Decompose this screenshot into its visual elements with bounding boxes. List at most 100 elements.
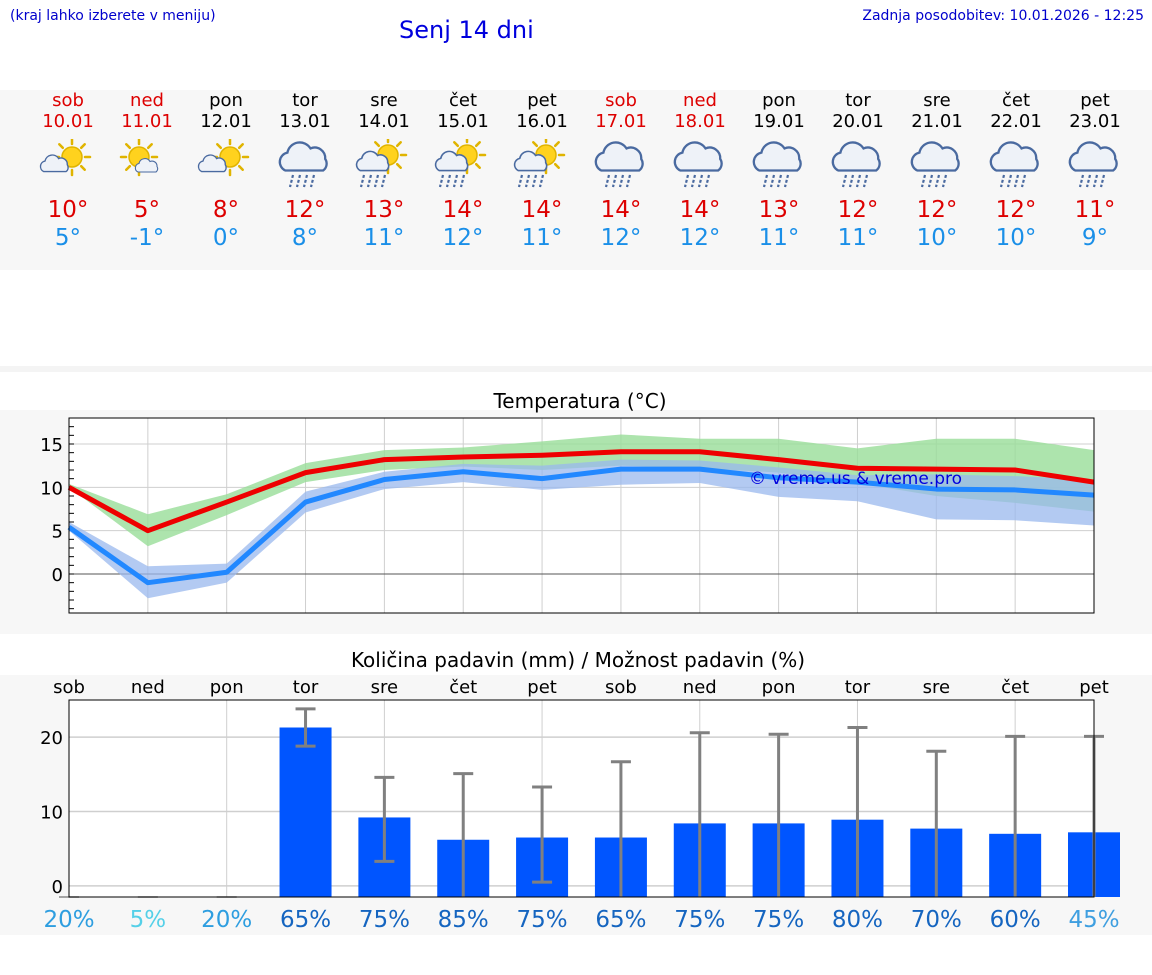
day-column: pon 12.01 8° 0° xyxy=(186,90,266,252)
precipitation-xtick-label: ned xyxy=(131,677,165,698)
temperature-ytick-label: 10 xyxy=(40,478,63,499)
min-temperature: -1° xyxy=(129,225,165,251)
day-name: tor xyxy=(292,90,318,111)
day-name: ned xyxy=(130,90,164,111)
precipitation-probability-label: 5% xyxy=(130,907,167,933)
rain-cloud-icon xyxy=(594,141,644,188)
max-temperature: 10° xyxy=(47,197,89,223)
precipitation-xtick-label: pet xyxy=(527,677,557,698)
precipitation-xtick-label: sre xyxy=(371,677,398,698)
rain-cloud-icon xyxy=(278,141,328,188)
precipitation-probability-label: 85% xyxy=(438,907,489,933)
day-column: čet 15.01 14° 12° xyxy=(423,90,503,252)
day-column: tor 13.01 12° 8° xyxy=(265,90,345,252)
precipitation-probability-label: 75% xyxy=(517,907,568,933)
day-name: pon xyxy=(762,90,796,111)
max-temperature: 8° xyxy=(212,197,240,223)
rain-cloud-icon xyxy=(910,141,960,188)
day-date: 22.01 xyxy=(990,111,1042,132)
precipitation-xtick-label: čet xyxy=(1001,677,1029,698)
sun-cloud-icon xyxy=(197,139,250,177)
rain-cloud-icon xyxy=(752,141,802,188)
day-date: 11.01 xyxy=(121,111,173,132)
day-column: čet 22.01 12° 10° xyxy=(976,90,1056,252)
day-date: 16.01 xyxy=(516,111,568,132)
max-temperature: 14° xyxy=(442,197,484,223)
day-name: čet xyxy=(448,90,478,111)
precipitation-probability-label: 65% xyxy=(595,907,646,933)
page-title: Senj 14 dni xyxy=(399,16,534,44)
day-date: 20.01 xyxy=(832,111,884,132)
max-temperature: 14° xyxy=(600,197,642,223)
precipitation-xtick-label: sob xyxy=(605,677,637,698)
precipitation-xtick-label: tor xyxy=(293,677,319,698)
min-temperature: 9° xyxy=(1081,225,1109,251)
rain-cloud-icon xyxy=(1068,141,1118,188)
sun-rain-icon xyxy=(355,139,408,188)
precipitation-ytick-label: 20 xyxy=(40,728,63,749)
day-date: 10.01 xyxy=(42,111,94,132)
precipitation-probability-label: 75% xyxy=(359,907,410,933)
min-temperature: 12° xyxy=(679,225,721,251)
day-name: pet xyxy=(1080,90,1110,111)
day-date: 15.01 xyxy=(437,111,489,132)
min-temperature: 10° xyxy=(916,225,958,251)
max-temperature: 11° xyxy=(1074,197,1116,223)
precipitation-probability-label: 75% xyxy=(753,907,804,933)
max-temperature: 12° xyxy=(284,197,326,223)
daily-forecast-strip: sob 10.01 10° 5° ned 11.01 5° -1° pon 12.01 8° 0° to… xyxy=(0,90,1152,270)
precipitation-probability-label: 65% xyxy=(280,907,331,933)
day-column: sre 21.01 12° 10° xyxy=(897,90,977,252)
min-temperature-line xyxy=(67,466,1095,586)
precipitation-xtick-label: pon xyxy=(762,677,796,698)
precipitation-probability-label: 75% xyxy=(674,907,725,933)
temperature-ytick-label: 5 xyxy=(52,522,63,543)
precipitation-probability-label: 20% xyxy=(43,907,94,933)
day-date: 23.01 xyxy=(1069,111,1121,132)
precipitation-plot-frame xyxy=(68,699,1095,898)
min-temperature: 12° xyxy=(600,225,642,251)
min-temperature: 0° xyxy=(212,225,240,251)
temperature-ytick-label: 15 xyxy=(40,435,63,456)
day-column: tor 20.01 12° 11° xyxy=(818,90,898,252)
day-column: sob 10.01 10° 5° xyxy=(28,90,108,252)
day-name: tor xyxy=(845,90,871,111)
last-updated: Zadnja posodobitev: 10.01.2026 - 12:25 xyxy=(862,8,1144,24)
precipitation-probability-label: 80% xyxy=(832,907,883,933)
temperature-chart-title: Temperatura (°C) xyxy=(492,389,666,413)
precipitation-bar xyxy=(279,727,332,897)
day-date: 19.01 xyxy=(753,111,805,132)
precipitation-probability-label: 60% xyxy=(990,907,1041,933)
rain-cloud-icon xyxy=(673,141,723,188)
day-date: 13.01 xyxy=(279,111,331,132)
day-name: ned xyxy=(683,90,717,111)
day-date: 18.01 xyxy=(674,111,726,132)
day-name: čet xyxy=(1001,90,1031,111)
day-column: pet 23.01 11° 9° xyxy=(1055,90,1135,252)
max-temperature: 12° xyxy=(995,197,1037,223)
min-temperature: 8° xyxy=(291,225,319,251)
max-temperature: 13° xyxy=(758,197,800,223)
day-name: sob xyxy=(605,90,637,111)
location-hint[interactable]: (kraj lahko izberete v meniju) xyxy=(10,8,216,24)
precipitation-probability-label: 70% xyxy=(911,907,962,933)
precipitation-xtick-label: ned xyxy=(683,677,717,698)
max-temperature: 14° xyxy=(521,197,563,223)
sun-rain-icon xyxy=(434,139,487,188)
day-column: pet 16.01 14° 11° xyxy=(502,90,582,252)
day-name: sob xyxy=(52,90,84,111)
precipitation-xtick-label: sre xyxy=(923,677,950,698)
sun-rain-icon xyxy=(513,139,566,188)
day-column: sob 17.01 14° 12° xyxy=(581,90,661,252)
day-date: 12.01 xyxy=(200,111,252,132)
day-column: ned 11.01 5° -1° xyxy=(107,90,187,252)
max-temperature-band xyxy=(69,434,1094,547)
max-temperature: 5° xyxy=(133,197,161,223)
min-temperature: 10° xyxy=(995,225,1037,251)
rain-cloud-icon xyxy=(831,141,881,188)
precipitation-ytick-label: 10 xyxy=(40,803,63,824)
max-temperature-line xyxy=(67,449,1095,534)
rain-cloud-icon xyxy=(989,141,1039,188)
max-temperature: 13° xyxy=(363,197,405,223)
